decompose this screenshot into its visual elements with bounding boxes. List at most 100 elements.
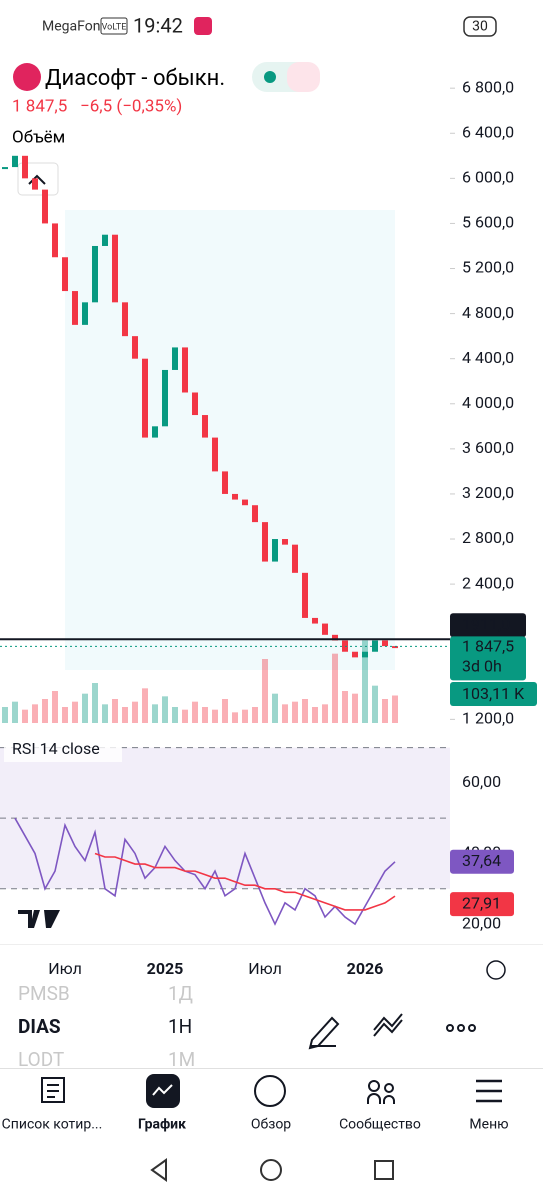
- watch-symbol[interactable]: DIAS: [18, 1015, 61, 1038]
- battery-level: 30: [472, 19, 488, 35]
- nav-icon-watchlist[interactable]: [41, 1077, 65, 1103]
- rsi-value-label: 37,64: [462, 851, 501, 870]
- volume-bar: [132, 701, 138, 723]
- volume-bar: [162, 696, 168, 723]
- nav-icon-explore[interactable]: [254, 1075, 286, 1107]
- candle: [152, 426, 158, 438]
- more-icon[interactable]: [446, 1024, 476, 1032]
- draw-icon[interactable]: [308, 1016, 340, 1050]
- recents-button[interactable]: [374, 1160, 394, 1180]
- watch-interval[interactable]: 1M: [168, 1048, 195, 1071]
- y-tick-label: 5 200,0: [462, 258, 514, 277]
- y-tick-label: 6 000,0: [462, 168, 514, 187]
- level-box: [450, 613, 526, 638]
- volume-bar: [172, 707, 178, 723]
- candle: [352, 651, 358, 658]
- candle: [242, 499, 248, 506]
- x-tick-label: Июл: [48, 959, 82, 978]
- watch-interval[interactable]: 1Д: [168, 982, 193, 1005]
- rsi-line: [14, 817, 396, 926]
- watch-symbol[interactable]: PMSB: [18, 982, 70, 1005]
- candle: [72, 291, 78, 325]
- volume-bar: [92, 683, 98, 723]
- y-tick-label: 4 000,0: [462, 393, 514, 412]
- candle: [292, 544, 298, 573]
- x-tick-label: 2026: [347, 959, 384, 978]
- volume-bar: [292, 701, 298, 723]
- volume-bar: [112, 699, 118, 723]
- volume-last-label: 103,11 K: [462, 684, 525, 703]
- volume-bar: [62, 707, 68, 723]
- candle: [222, 471, 228, 494]
- nav-label[interactable]: Список котир...: [2, 1117, 103, 1133]
- candle: [2, 167, 8, 170]
- symbol-logo[interactable]: [13, 63, 41, 91]
- price-change: −6,5 (−0,35%): [80, 96, 182, 116]
- candle: [262, 522, 268, 562]
- tv-logo: [18, 910, 60, 928]
- candle: [192, 392, 198, 416]
- candle: [182, 347, 188, 393]
- settings-icon[interactable]: [486, 960, 506, 980]
- volume-bar: [102, 704, 108, 723]
- candle: [202, 415, 208, 438]
- y-tick-label: 4 400,0: [462, 348, 514, 367]
- candle: [102, 234, 108, 246]
- app-icon: [194, 17, 212, 35]
- rsi-title: RSI 14 close: [12, 739, 100, 758]
- countdown: 3d 0h: [462, 657, 502, 676]
- volume-bar: [122, 707, 128, 723]
- candle: [332, 634, 338, 641]
- status-icons: [333, 18, 453, 34]
- level-label: 1911,0: [462, 614, 510, 633]
- y-tick-label: 2 800,0: [462, 528, 514, 547]
- candle: [232, 493, 238, 500]
- symbol-title[interactable]: Диасофт - обыкн.: [45, 66, 225, 91]
- nav-icon-community-head: [384, 1083, 394, 1093]
- y-tick-label: 4 800,0: [462, 303, 514, 322]
- candle: [212, 437, 218, 472]
- volume-bar: [372, 685, 378, 723]
- candle: [302, 572, 308, 618]
- clock: 19:42: [133, 13, 183, 37]
- y-tick-label: 3 200,0: [462, 483, 514, 502]
- back-button[interactable]: [150, 1158, 167, 1182]
- volume-bar: [12, 701, 18, 723]
- home-button[interactable]: [260, 1159, 282, 1181]
- watch-symbol[interactable]: LODT: [18, 1048, 64, 1071]
- volume-bar: [182, 709, 188, 723]
- watch-interval[interactable]: 1H: [168, 1015, 192, 1038]
- x-tick-label: 2025: [147, 959, 184, 978]
- y-tick-label: 2 400,0: [462, 573, 514, 592]
- volume-bar: [22, 709, 28, 723]
- nav-icon-community[interactable]: [367, 1093, 395, 1104]
- nav-icon-menu[interactable]: [476, 1079, 502, 1103]
- volte-box: [100, 17, 128, 35]
- x-tick-label: Июл: [248, 959, 282, 978]
- volume-bar: [362, 640, 368, 723]
- nav-label[interactable]: Обзор: [251, 1117, 291, 1133]
- last-price-box: [450, 636, 526, 681]
- volume-bar: [272, 693, 278, 723]
- rsi-value-box: [450, 849, 514, 874]
- y-tick-label: 6 800,0: [462, 77, 514, 96]
- candle: [52, 223, 58, 258]
- volume-bar: [322, 704, 328, 723]
- y-tick-label: 20,00: [462, 913, 501, 932]
- range-highlight: [65, 210, 395, 670]
- indicators-icon[interactable]: [373, 1013, 403, 1037]
- nav-label[interactable]: Сообщество: [339, 1117, 421, 1133]
- volume-bar: [72, 701, 78, 723]
- candle: [42, 189, 48, 224]
- volte: VoLTE: [102, 22, 127, 32]
- candle: [142, 358, 148, 438]
- candle: [162, 369, 168, 427]
- volume-bar: [392, 695, 398, 723]
- nav-label[interactable]: Меню: [469, 1117, 508, 1133]
- candle: [132, 336, 138, 359]
- volume-bar: [142, 688, 148, 723]
- nav-label[interactable]: График: [138, 1117, 186, 1133]
- volume-bar: [312, 707, 318, 723]
